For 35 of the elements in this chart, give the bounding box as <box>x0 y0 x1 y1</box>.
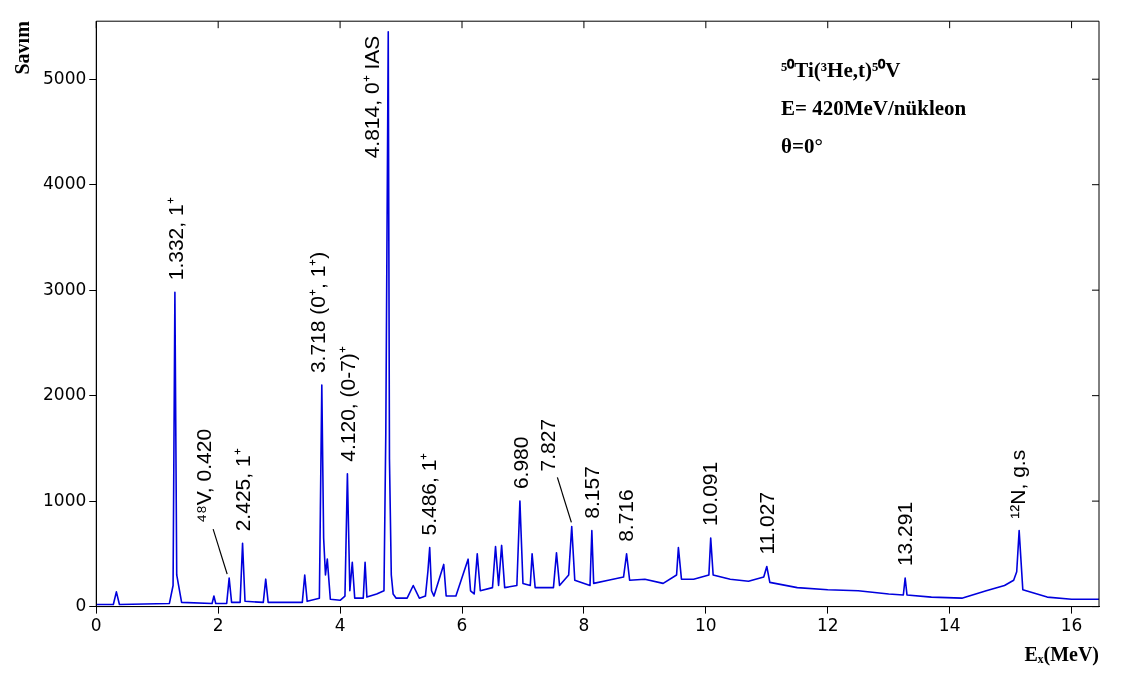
annotation: 4.120, (0-7)⁺ <box>336 346 360 462</box>
x-tick-label: 16 <box>1060 615 1083 636</box>
x-tick-label: 2 <box>212 615 224 636</box>
annotation: θ=0° <box>781 134 823 159</box>
annotation: 6.980 <box>508 436 532 490</box>
annotation: 1.332, 1⁺ <box>164 197 188 281</box>
annotation: 11.027 <box>755 491 779 555</box>
x-tick-label: 0 <box>90 615 102 636</box>
annotation: 8.157 <box>580 466 604 519</box>
y-tick-label: 4000 <box>43 173 87 194</box>
x-axis-title: Eₓ(MeV) <box>1024 643 1099 667</box>
annotation: 8.716 <box>614 489 638 542</box>
annotation: 2.425, 1⁺ <box>230 448 254 532</box>
annotation: ⁴⁸V, 0.420 <box>191 428 215 524</box>
x-tick-label: 14 <box>938 615 961 636</box>
annotation: 13.291 <box>893 501 917 567</box>
y-tick-label: 2000 <box>43 384 87 405</box>
annotation: 7.827 <box>536 418 560 472</box>
annotation: E= 420MeV/nükleon <box>781 96 967 121</box>
annotation: 3.718 (0⁺, 1⁺) <box>306 251 330 374</box>
y-tick-label: 5000 <box>43 67 87 88</box>
x-tick-label: 10 <box>695 615 717 636</box>
x-tick-label: 8 <box>578 615 590 636</box>
x-tick-label: 4 <box>334 615 346 636</box>
y-tick-label: 0 <box>75 595 87 616</box>
x-tick-label: 12 <box>816 615 839 636</box>
annotation: 4.814, 0⁺ IAS <box>360 35 384 159</box>
x-tick-label: 6 <box>456 615 468 636</box>
annotation: 10.091 <box>698 461 722 527</box>
y-tick-label: 1000 <box>43 489 87 510</box>
annotation: ⁵⁰Ti(³He,t)⁵⁰V <box>781 58 901 83</box>
annotation: 5.486, 1⁺ <box>417 452 441 536</box>
annotation: ¹²N, g.s <box>1005 449 1029 519</box>
y-axis-title: Savım <box>11 20 34 75</box>
y-tick-label: 3000 <box>43 278 87 299</box>
